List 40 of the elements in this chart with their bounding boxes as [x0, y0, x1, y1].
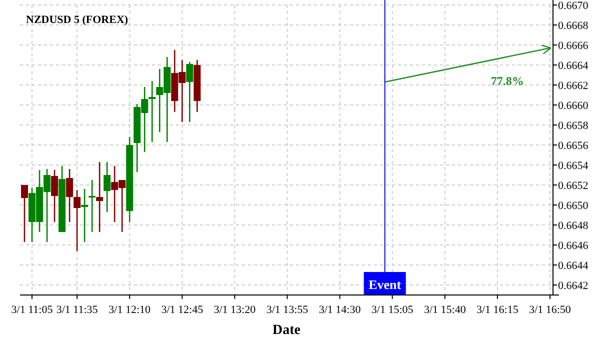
- x-tick-label: 3/1 16:15: [476, 304, 519, 316]
- candlestick: [74, 189, 81, 252]
- y-tick-label: 0.6648: [558, 220, 589, 232]
- candlestick: [186, 61, 194, 123]
- y-tick-label: 0.6650: [558, 200, 589, 212]
- x-tick-label: 3/1 11:35: [56, 304, 98, 316]
- candlestick: [51, 169, 58, 223]
- y-tick-label: 0.6666: [558, 40, 589, 52]
- y-tick-label: 0.6652: [558, 180, 588, 192]
- x-tick-label: 3/1 15:05: [371, 304, 414, 316]
- y-tick-label: 0.6646: [558, 240, 589, 252]
- y-tick-label: 0.6644: [558, 260, 589, 272]
- x-tick-label: 3/1 12:10: [108, 304, 152, 316]
- x-tick-label: 3/1 13:55: [266, 304, 309, 316]
- text: NZDUSD 5 (FOREX): [26, 14, 128, 26]
- y-tick-label: 0.6664: [558, 60, 589, 72]
- candlestick: [148, 80, 156, 143]
- candlestick: [104, 161, 111, 213]
- candlestick: [21, 184, 28, 243]
- y-tick-label: 0.6658: [558, 120, 589, 132]
- x-axis-title: Date: [272, 323, 300, 338]
- x-tick-label: 3/1 14:30: [318, 304, 362, 316]
- x-tick-label: 3/1 11:05: [11, 304, 54, 316]
- y-tick-label: 0.6654: [558, 160, 589, 172]
- y-tick-label: 0.6668: [558, 20, 589, 32]
- x-tick-label: 3/1 16:50: [529, 304, 572, 316]
- x-tick-label: 3/1 13:20: [214, 304, 256, 316]
- candlestick: [81, 188, 88, 243]
- annotation: 77.8%: [490, 74, 524, 88]
- y-tick-label: 0.6642: [558, 280, 588, 292]
- candlestick: [88, 179, 96, 233]
- candlestick: [66, 168, 74, 223]
- y-tick-label: 0.6670: [558, 0, 589, 12]
- y-tick-label: 0.6656: [558, 140, 589, 152]
- candlestick: [96, 161, 104, 233]
- y-tick-label: 0.6660: [558, 100, 589, 112]
- x-tick-label: 3/1 15:40: [424, 304, 466, 316]
- ref-line-label: Event: [368, 277, 402, 292]
- y-tick-label: 0.6662: [558, 80, 588, 92]
- x-tick-label: 3/1 12:45: [161, 304, 204, 316]
